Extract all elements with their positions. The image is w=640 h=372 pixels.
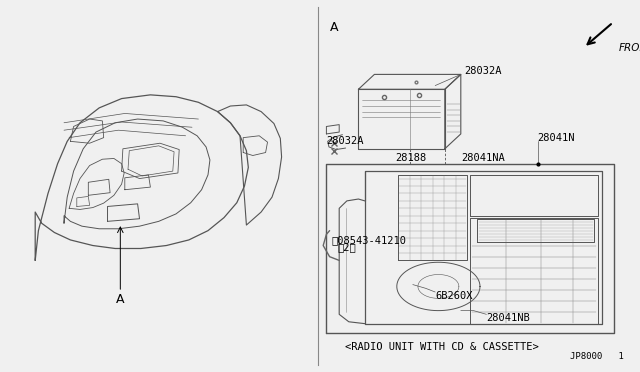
Text: （2）: （2） xyxy=(338,243,356,252)
Text: FRONT: FRONT xyxy=(619,44,640,53)
Text: 28032A: 28032A xyxy=(326,137,364,146)
Text: 6B260X: 6B260X xyxy=(435,291,473,301)
Text: ゃ08543-41210: ゃ08543-41210 xyxy=(332,235,406,245)
Text: 28032A: 28032A xyxy=(464,66,502,76)
Text: 28041NB: 28041NB xyxy=(486,313,530,323)
Text: <RADIO UNIT WITH CD & CASSETTE>: <RADIO UNIT WITH CD & CASSETTE> xyxy=(345,342,538,352)
Text: 28041N: 28041N xyxy=(538,133,575,142)
Text: 28041NA: 28041NA xyxy=(461,153,504,163)
Text: A: A xyxy=(116,293,125,306)
Text: A: A xyxy=(330,22,338,34)
Text: JP8000   1: JP8000 1 xyxy=(570,352,624,361)
Text: 28188: 28188 xyxy=(396,153,427,163)
